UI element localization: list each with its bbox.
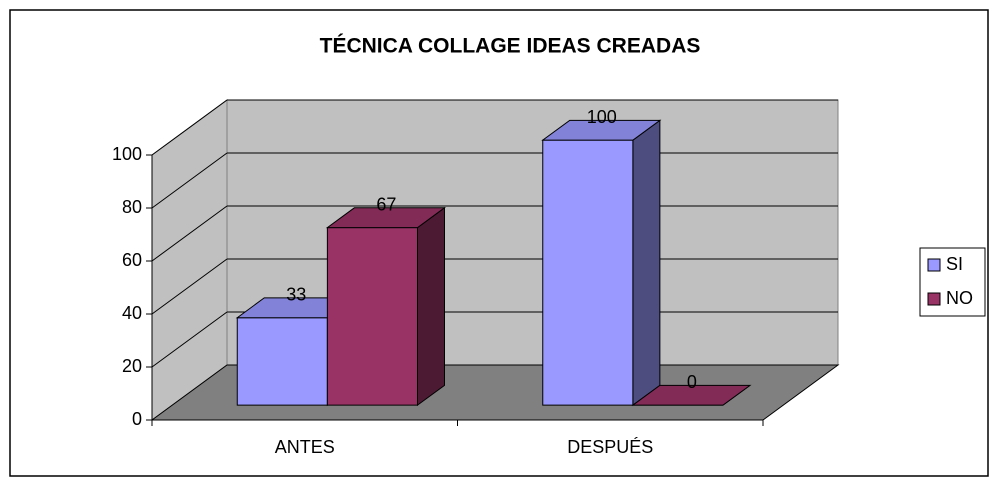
grid-line (151, 152, 228, 209)
bar-top (631, 384, 752, 406)
plot (151, 99, 838, 407)
data-label: 33 (286, 284, 306, 304)
x-tick-label: DESPUÉS (567, 437, 653, 457)
y-tick-label: 80 (122, 197, 142, 217)
bar-front (542, 139, 634, 406)
legend-label: NO (946, 288, 973, 308)
legend-swatch (927, 258, 941, 272)
data-label: 67 (376, 194, 396, 214)
y-tick-label: 100 (112, 144, 142, 164)
bar-side (416, 206, 445, 407)
bar (325, 206, 447, 407)
bar (541, 119, 662, 407)
x-tick-label: ANTES (275, 437, 335, 457)
data-label: 100 (587, 107, 617, 127)
y-tick-label: 40 (122, 303, 142, 323)
grid-line (151, 205, 228, 262)
side-wall (151, 99, 228, 421)
bar-top (541, 119, 662, 141)
legend-label: SI (946, 254, 963, 274)
y-tick-label: 60 (122, 250, 142, 270)
grid-line (151, 99, 228, 156)
grid-line (151, 258, 228, 315)
data-label: 0 (687, 372, 697, 392)
legend-swatch (927, 292, 941, 306)
bar (631, 384, 752, 406)
bar-front (326, 227, 418, 406)
bar-top (325, 207, 447, 229)
grid-line (151, 311, 228, 368)
bar-front (236, 317, 328, 406)
bar-side (632, 119, 661, 407)
chart-title: TÉCNICA COLLAGE IDEAS CREADAS (320, 35, 701, 58)
y-tick-label: 20 (122, 356, 142, 376)
y-tick-label: 0 (132, 409, 142, 429)
